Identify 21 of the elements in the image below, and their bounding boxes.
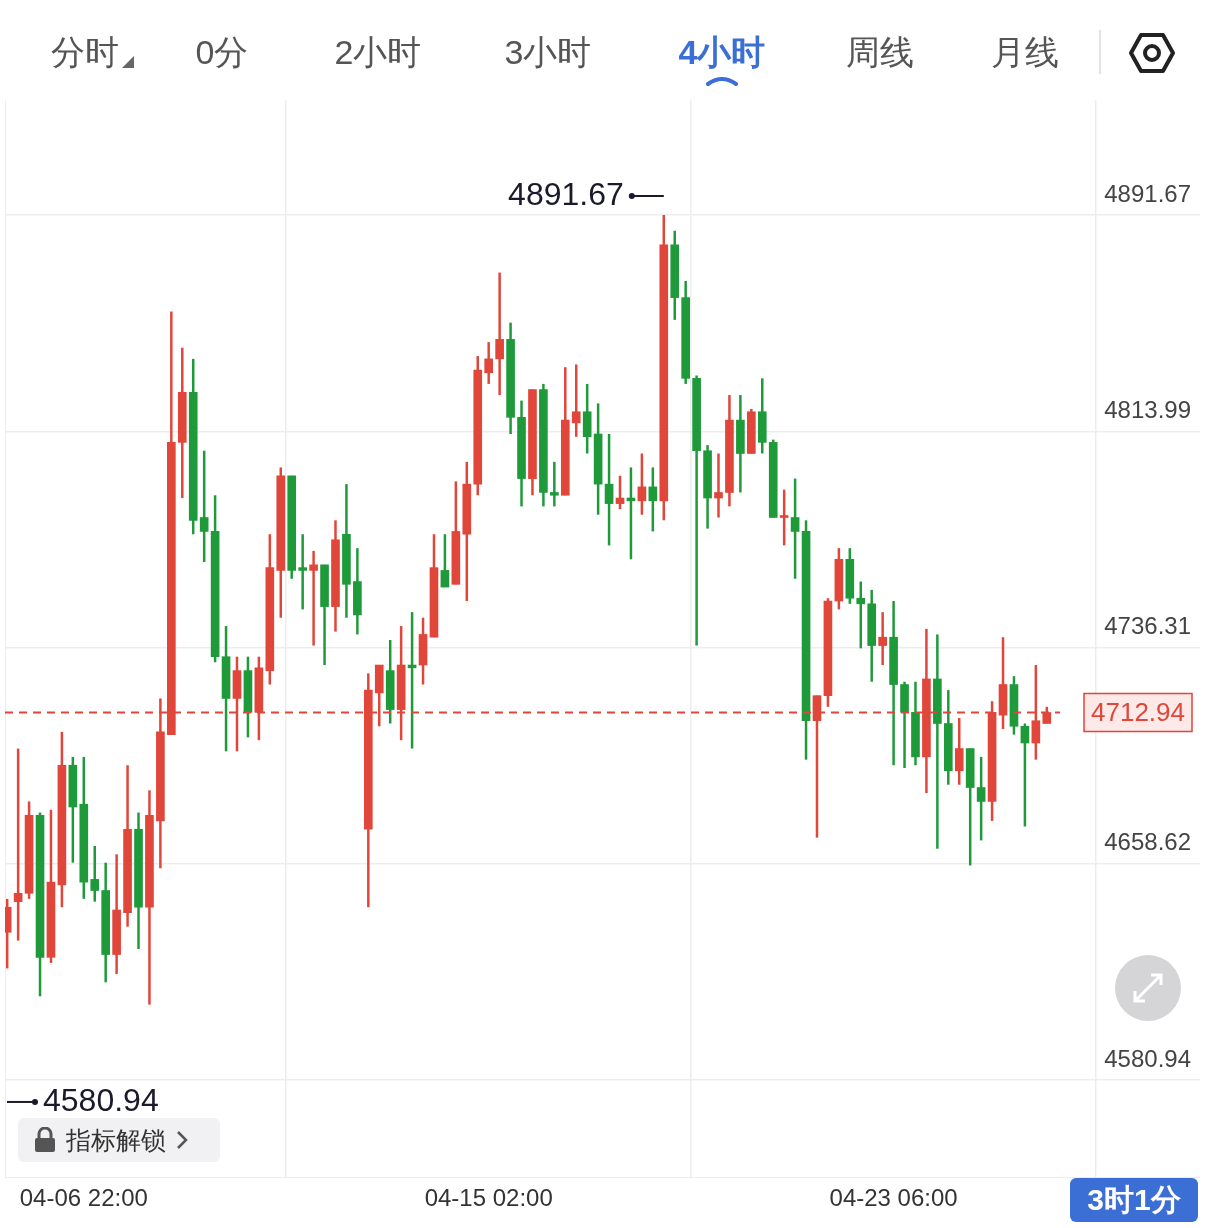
y-tick-label: 4658.62 [1104,828,1191,856]
x-tick-label: 04-15 02:00 [424,1184,553,1212]
text: 3时1分 [1070,1178,1198,1222]
button: 指标解锁 [18,1118,220,1162]
annotation: 4580.94 [43,1081,159,1118]
text: 0分 [194,32,250,73]
annotation: 指标解锁 [66,1124,166,1156]
annotation: 4891.67 [508,175,624,212]
y-tick-label: 4736.31 [1104,612,1191,640]
y-tick-label: 4580.94 [1104,1044,1191,1072]
text: 周线 [845,32,915,73]
y-tick-label: 4813.99 [1104,395,1191,423]
x-tick-label: 04-06 22:00 [19,1184,148,1212]
text: 分时 [50,32,120,73]
text: 月线 [990,32,1060,73]
ref-line-label: 4712.94 [1091,696,1185,727]
text: 2小时 [333,32,423,73]
text: 4小时 [677,32,767,73]
x-tick-label: 04-23 06:00 [829,1184,958,1212]
y-tick-label: 4891.67 [1104,179,1191,207]
text: 3小时 [503,32,593,73]
